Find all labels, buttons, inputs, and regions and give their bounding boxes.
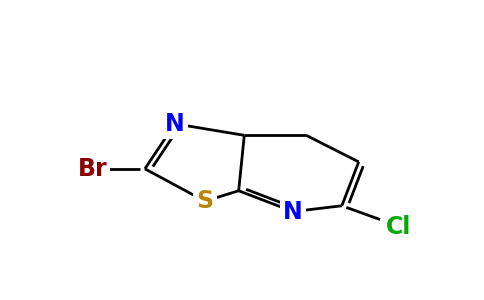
Text: S: S bbox=[197, 189, 213, 213]
Text: N: N bbox=[165, 112, 185, 136]
Text: Cl: Cl bbox=[385, 214, 411, 239]
Text: N: N bbox=[283, 200, 303, 224]
Text: Br: Br bbox=[77, 157, 107, 181]
